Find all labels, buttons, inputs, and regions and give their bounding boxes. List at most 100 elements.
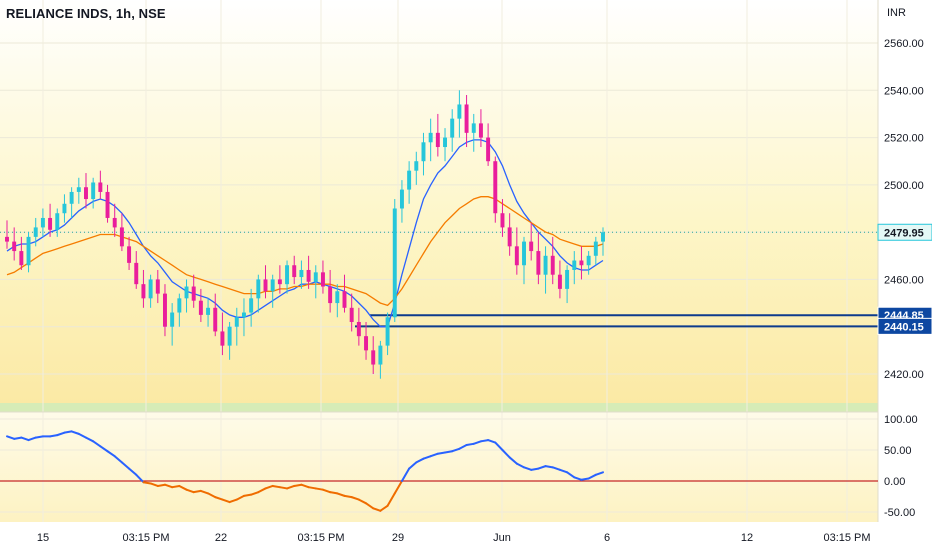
candle (5, 220, 9, 249)
candle-body (191, 286, 196, 301)
y-tick-label: 2500.00 (884, 180, 924, 192)
candle-body (234, 317, 239, 327)
candle-body (320, 272, 325, 287)
candle-body (514, 246, 519, 266)
candle (486, 123, 491, 166)
candle (105, 184, 110, 223)
candle (98, 170, 103, 200)
oscillator-segment (357, 498, 368, 505)
candle (112, 203, 117, 237)
candle-body (62, 203, 67, 214)
candle-body (12, 241, 17, 252)
oscillator-segment (77, 432, 87, 439)
oscillator-segment (350, 496, 360, 501)
x-axis[interactable]: 15 03:15 PM 22 03:15 PM 29 Jun 6 12 03:15 PM (37, 532, 871, 544)
oscillator-segment (34, 435, 44, 439)
oscillator-segment (27, 436, 37, 442)
oscillator-segment (408, 461, 418, 470)
candle (292, 255, 297, 285)
candle-body (40, 217, 45, 228)
oscillator-segment (178, 484, 188, 491)
candle-body (450, 118, 455, 138)
candle (12, 227, 17, 261)
oscillator-segment (321, 488, 332, 494)
candle (263, 265, 268, 299)
candle (270, 274, 275, 308)
x-tick-label: 03:15 PM (122, 532, 169, 544)
candle-body (478, 123, 483, 138)
level-price-tag: 2440.15 (877, 317, 932, 335)
candle (543, 246, 548, 294)
oscillator-segment (487, 439, 497, 444)
oscillator-segment (257, 487, 267, 494)
candle (256, 274, 261, 313)
currency-label[interactable]: INR (887, 7, 906, 19)
x-tick-label: 6 (604, 532, 610, 544)
candle (198, 288, 203, 322)
candle-body (572, 260, 577, 270)
candle-body (500, 213, 505, 228)
candle-body (421, 142, 426, 162)
candle-body (263, 279, 268, 292)
candle (493, 156, 498, 223)
candle (62, 194, 67, 223)
oscillator-segment (530, 467, 540, 471)
candle-body (299, 269, 304, 278)
candle (399, 180, 404, 223)
candle (364, 321, 369, 360)
candle-body (206, 307, 211, 315)
candle (550, 236, 555, 285)
candle-body (378, 345, 383, 365)
candle-body (443, 137, 447, 148)
candle (141, 269, 146, 308)
y-tick-label: 50.00 (884, 445, 912, 457)
candle (478, 109, 483, 148)
oscillator-segment (436, 451, 447, 455)
x-tick-label: 15 (37, 532, 49, 544)
oscillator-segment (207, 492, 217, 499)
candle (407, 161, 412, 204)
oscillator-segment (264, 484, 274, 490)
symbol-title[interactable]: RELIANCE INDS, 1h, NSE (6, 6, 166, 21)
candle-body (392, 208, 397, 318)
candle (335, 284, 340, 318)
oscillator-segment (142, 481, 152, 485)
oscillator-segment (49, 434, 59, 438)
candle-body (19, 251, 24, 266)
oscillator-segment (515, 462, 526, 469)
candle (220, 312, 225, 356)
oscillator-segment (113, 455, 123, 464)
oscillator-segment (444, 450, 454, 454)
candle-body (249, 298, 254, 313)
oscillator-segment (185, 488, 195, 494)
candle (170, 303, 175, 346)
candle-body (270, 279, 275, 292)
candle (507, 213, 512, 256)
candle-body (26, 236, 31, 266)
candle-body (33, 227, 38, 237)
oscillator-segment (573, 476, 583, 481)
candle-body (256, 279, 261, 299)
candle-body (285, 265, 290, 285)
oscillator-segment (458, 444, 468, 450)
candle-body (435, 132, 440, 148)
candle-body (277, 279, 282, 285)
oscillator-segment (56, 431, 66, 437)
oscillator-segment (415, 457, 425, 464)
oscillator-segment (544, 465, 554, 469)
candle (206, 298, 211, 327)
candle (464, 95, 469, 148)
oscillator-segment (314, 487, 324, 491)
candle (356, 307, 361, 346)
candle (385, 312, 390, 356)
oscillator-segment (199, 489, 210, 495)
moving-average-slow-line (6, 196, 604, 307)
oscillator-segment (271, 484, 281, 489)
candle-body (342, 291, 347, 308)
candle (421, 132, 426, 176)
candle (76, 177, 81, 204)
candle (428, 118, 433, 162)
